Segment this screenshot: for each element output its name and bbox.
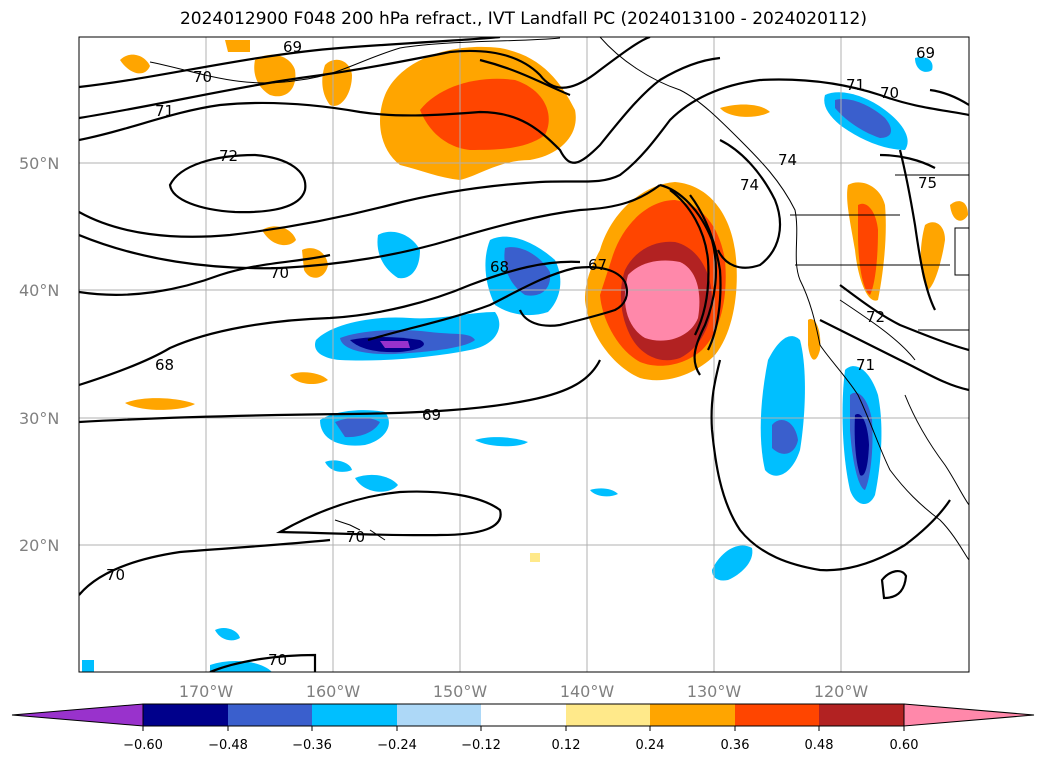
contour-label: 71 [155,102,174,120]
colorbar-segment [481,704,566,726]
contour-label: 70 [880,84,899,102]
contour-label: 71 [846,76,865,94]
colorbar-extend-min [11,703,144,727]
contour-label: 71 [856,356,875,374]
lon-label-140w: 140°W [560,682,615,701]
colorbar-tick-label: 0.12 [552,738,581,753]
colorbar-tick-label: −0.60 [123,738,163,753]
colorbar-ticks [142,726,905,731]
contour-label: 68 [490,258,509,276]
contour-label: 68 [155,356,174,374]
colorbar-border [142,703,905,727]
map-title: 2024012900 F048 200 hPa refract., IVT La… [179,9,867,29]
coastlines [149,37,969,561]
colorbar-segment [143,704,228,726]
colorbar-extend-max [903,703,1035,727]
contour-label: 70 [346,528,365,546]
colorbar-segment [566,704,650,726]
colorbar-tick-label: 0.24 [636,738,665,753]
contour-label: 70 [268,651,287,669]
colorbar-tick-label: 0.60 [890,738,919,753]
lat-label-50n: 50°N [19,154,59,173]
contour-lines [79,37,969,672]
colorbar-segment [312,704,397,726]
contour-label: 70 [270,264,289,282]
map-gridlines [79,37,969,672]
contour-label: 67 [588,256,607,274]
lat-label-20n: 20°N [19,536,59,555]
contour-label: 72 [866,308,885,326]
colorbar-segment [397,704,481,726]
colorbar-tick-label: −0.48 [208,738,248,753]
colorbar: −0.60 −0.48 −0.36 −0.24 −0.12 0.12 0.24 … [11,703,1035,753]
colorbar-segments [11,703,1035,727]
shading-negative [82,57,933,672]
lat-label-40n: 40°N [19,281,59,300]
contour-label: 70 [193,68,212,86]
contour-label: 74 [740,176,759,194]
contour-label: 69 [283,38,302,56]
contour-label: 69 [916,44,935,62]
contour-labels: 69 70 71 72 70 68 69 70 70 70 68 67 74 7… [106,38,937,669]
contour-label: 74 [778,151,797,169]
map-frame [78,36,970,673]
colorbar-tick-label: 0.48 [805,738,834,753]
colorbar-tick-label: −0.24 [377,738,417,753]
colorbar-segment [819,704,904,726]
colorbar-tick-label: −0.36 [292,738,332,753]
longitude-labels: 170°W 160°W 150°W 140°W 130°W 120°W [179,682,869,701]
contour-label: 70 [106,566,125,584]
contour-label: 75 [918,174,937,192]
colorbar-tick-label: 0.36 [721,738,750,753]
contour-label: 72 [219,147,238,165]
lon-label-160w: 160°W [306,682,361,701]
lon-label-120w: 120°W [814,682,869,701]
shading-positive [120,40,968,562]
colorbar-tick-label: −0.12 [461,738,501,753]
latitude-labels: 50°N 40°N 30°N 20°N [19,154,59,555]
colorbar-segment [228,704,312,726]
contour-label: 69 [422,406,441,424]
lon-label-170w: 170°W [179,682,234,701]
colorbar-segment [735,704,819,726]
lat-label-30n: 30°N [19,409,59,428]
lon-label-150w: 150°W [433,682,488,701]
colorbar-segment [650,704,735,726]
lon-label-130w: 130°W [687,682,742,701]
